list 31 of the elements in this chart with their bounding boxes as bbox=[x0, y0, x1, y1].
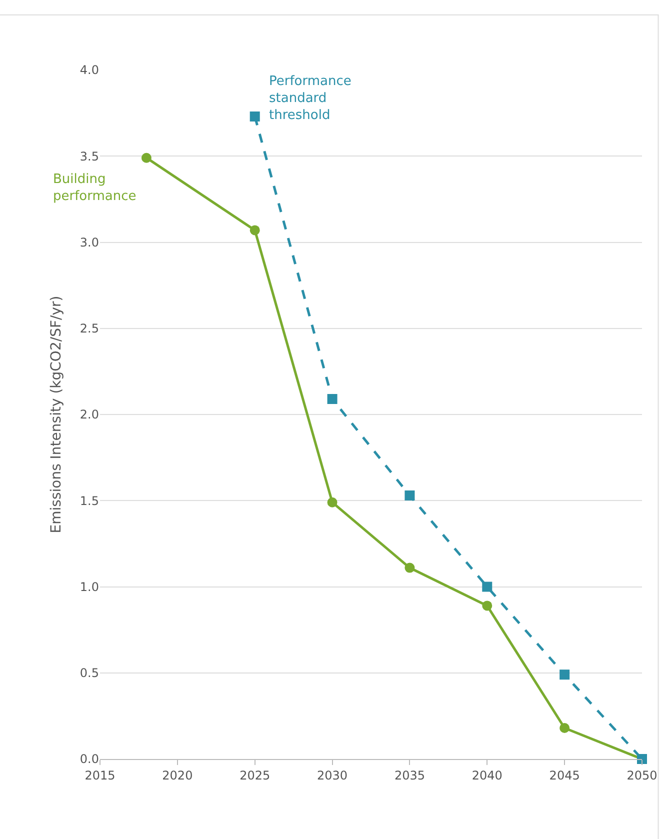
y-tick-label: 1.5 bbox=[80, 494, 99, 508]
point bbox=[404, 490, 415, 500]
x-tick-label: 2015 bbox=[84, 768, 116, 782]
point bbox=[482, 600, 492, 611]
y-tick-label: 2.0 bbox=[80, 408, 99, 422]
x-tick-label: 2035 bbox=[394, 768, 425, 782]
point bbox=[404, 562, 415, 573]
y-tick-label: 0.0 bbox=[80, 752, 99, 766]
x-tick-label: 2040 bbox=[472, 768, 502, 782]
y-tick-label: 3.0 bbox=[80, 235, 99, 250]
y-tick-label: 0.5 bbox=[80, 666, 99, 680]
series-label: Building performance bbox=[53, 172, 136, 204]
y-tick-label: 3.5 bbox=[80, 149, 99, 164]
point bbox=[327, 394, 338, 404]
y-tick-label: 4.0 bbox=[80, 63, 99, 78]
x-tick-label: 2025 bbox=[240, 768, 270, 782]
point bbox=[141, 152, 152, 163]
point bbox=[482, 582, 492, 592]
x-tick-label: 2050 bbox=[626, 768, 658, 782]
series-label: Performance standard threshold bbox=[269, 74, 352, 123]
point bbox=[250, 225, 260, 236]
point bbox=[560, 723, 570, 733]
y-tick-label: 1.0 bbox=[80, 580, 99, 594]
point bbox=[250, 112, 260, 122]
point bbox=[327, 497, 338, 508]
point bbox=[560, 670, 570, 680]
y-tick-label: 2.5 bbox=[80, 322, 99, 336]
x-tick-label: 2030 bbox=[317, 768, 348, 782]
x-tick-label: 2045 bbox=[549, 768, 580, 782]
x-tick-label: 2020 bbox=[162, 768, 193, 782]
y-axis-title: Emissions Intensity (kgCO2/SF/yr) bbox=[48, 296, 65, 534]
